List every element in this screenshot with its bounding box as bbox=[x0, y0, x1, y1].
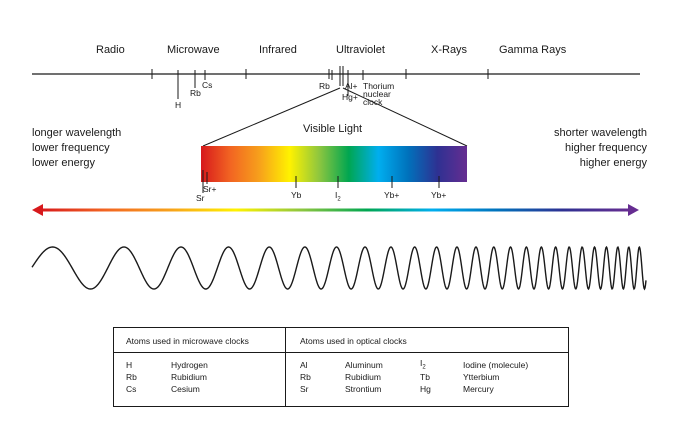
wave bbox=[31, 245, 647, 291]
legend-name: Cesium bbox=[171, 384, 200, 394]
right-text-energy: higher energy bbox=[579, 157, 647, 169]
vis-label-sr: Sr bbox=[196, 193, 205, 203]
arrow-right-head bbox=[628, 204, 639, 216]
band-label-radio: Radio bbox=[96, 44, 125, 56]
legend-sym: Rb bbox=[300, 372, 311, 382]
band-label-xrays: X-Rays bbox=[431, 44, 468, 56]
right-text-wavelength: shorter wavelength bbox=[554, 127, 647, 139]
left-text-wavelength: longer wavelength bbox=[32, 127, 122, 139]
left-text-energy: lower energy bbox=[32, 157, 95, 169]
band-label-microwave: Microwave bbox=[167, 44, 220, 56]
legend-sym: I2 bbox=[420, 358, 426, 371]
vis-label-yb3: Yb+ bbox=[431, 190, 447, 200]
legend-name: Rubidium bbox=[171, 372, 207, 382]
visible-spectrum-bar bbox=[201, 146, 467, 182]
marker-label-rb: Rb bbox=[190, 88, 201, 98]
legend-header-rule bbox=[114, 352, 568, 353]
band-label-infrared: Infrared bbox=[259, 44, 297, 56]
legend-sym: Al bbox=[300, 360, 308, 370]
legend-name: Rubidium bbox=[345, 372, 381, 382]
vis-label-yb2: Yb+ bbox=[384, 190, 400, 200]
vis-label-yb: Yb bbox=[291, 190, 302, 200]
vis-label-i2: I2 bbox=[335, 190, 341, 203]
marker-label-hg: Hg+ bbox=[342, 92, 358, 102]
marker-label-thorium: Thorium bbox=[363, 81, 395, 91]
marker-label-al: Al+ bbox=[345, 81, 358, 91]
legend-sym: Sr bbox=[300, 384, 309, 394]
legend-sym: Tb bbox=[420, 372, 430, 382]
band-label-ultraviolet: Ultraviolet bbox=[336, 44, 385, 56]
band-label-gamma: Gamma Rays bbox=[499, 44, 567, 56]
zoom-line-left bbox=[202, 87, 341, 147]
marker-label-cs: Cs bbox=[202, 80, 213, 90]
legend-header-microwave: Atoms used in microwave clocks bbox=[126, 336, 249, 346]
left-text-frequency: lower frequency bbox=[32, 142, 110, 154]
legend-name: Strontium bbox=[345, 384, 382, 394]
marker-label-nuclear: nuclear bbox=[363, 89, 391, 99]
legend-sym: Hg bbox=[420, 384, 431, 394]
arrow-left-head bbox=[32, 204, 43, 216]
legend-divider bbox=[285, 328, 286, 407]
legend-name: Mercury bbox=[463, 384, 494, 394]
legend-name: Hydrogen bbox=[171, 360, 208, 370]
legend-sym: Cs bbox=[126, 384, 137, 394]
legend-header-optical: Atoms used in optical clocks bbox=[300, 336, 407, 346]
visible-light-title: Visible Light bbox=[303, 123, 363, 135]
zoom-line-right bbox=[342, 87, 468, 147]
energy-arrow-shaft bbox=[40, 208, 628, 212]
marker-label-rb-uv: Rb bbox=[319, 81, 330, 91]
legend-name: Ytterbium bbox=[463, 372, 500, 382]
atoms-legend-table: Atoms used in microwave clocks Atoms use… bbox=[113, 327, 569, 407]
legend-sym: Rb bbox=[126, 372, 137, 382]
vis-label-srplus: Sr+ bbox=[203, 184, 217, 194]
legend-name: Iodine (molecule) bbox=[463, 360, 529, 370]
legend-name: Aluminum bbox=[345, 360, 383, 370]
right-text-frequency: higher frequency bbox=[565, 142, 647, 154]
legend-sym: H bbox=[126, 360, 133, 370]
marker-label-clock: clock bbox=[363, 97, 383, 107]
marker-label-h: H bbox=[175, 100, 182, 110]
